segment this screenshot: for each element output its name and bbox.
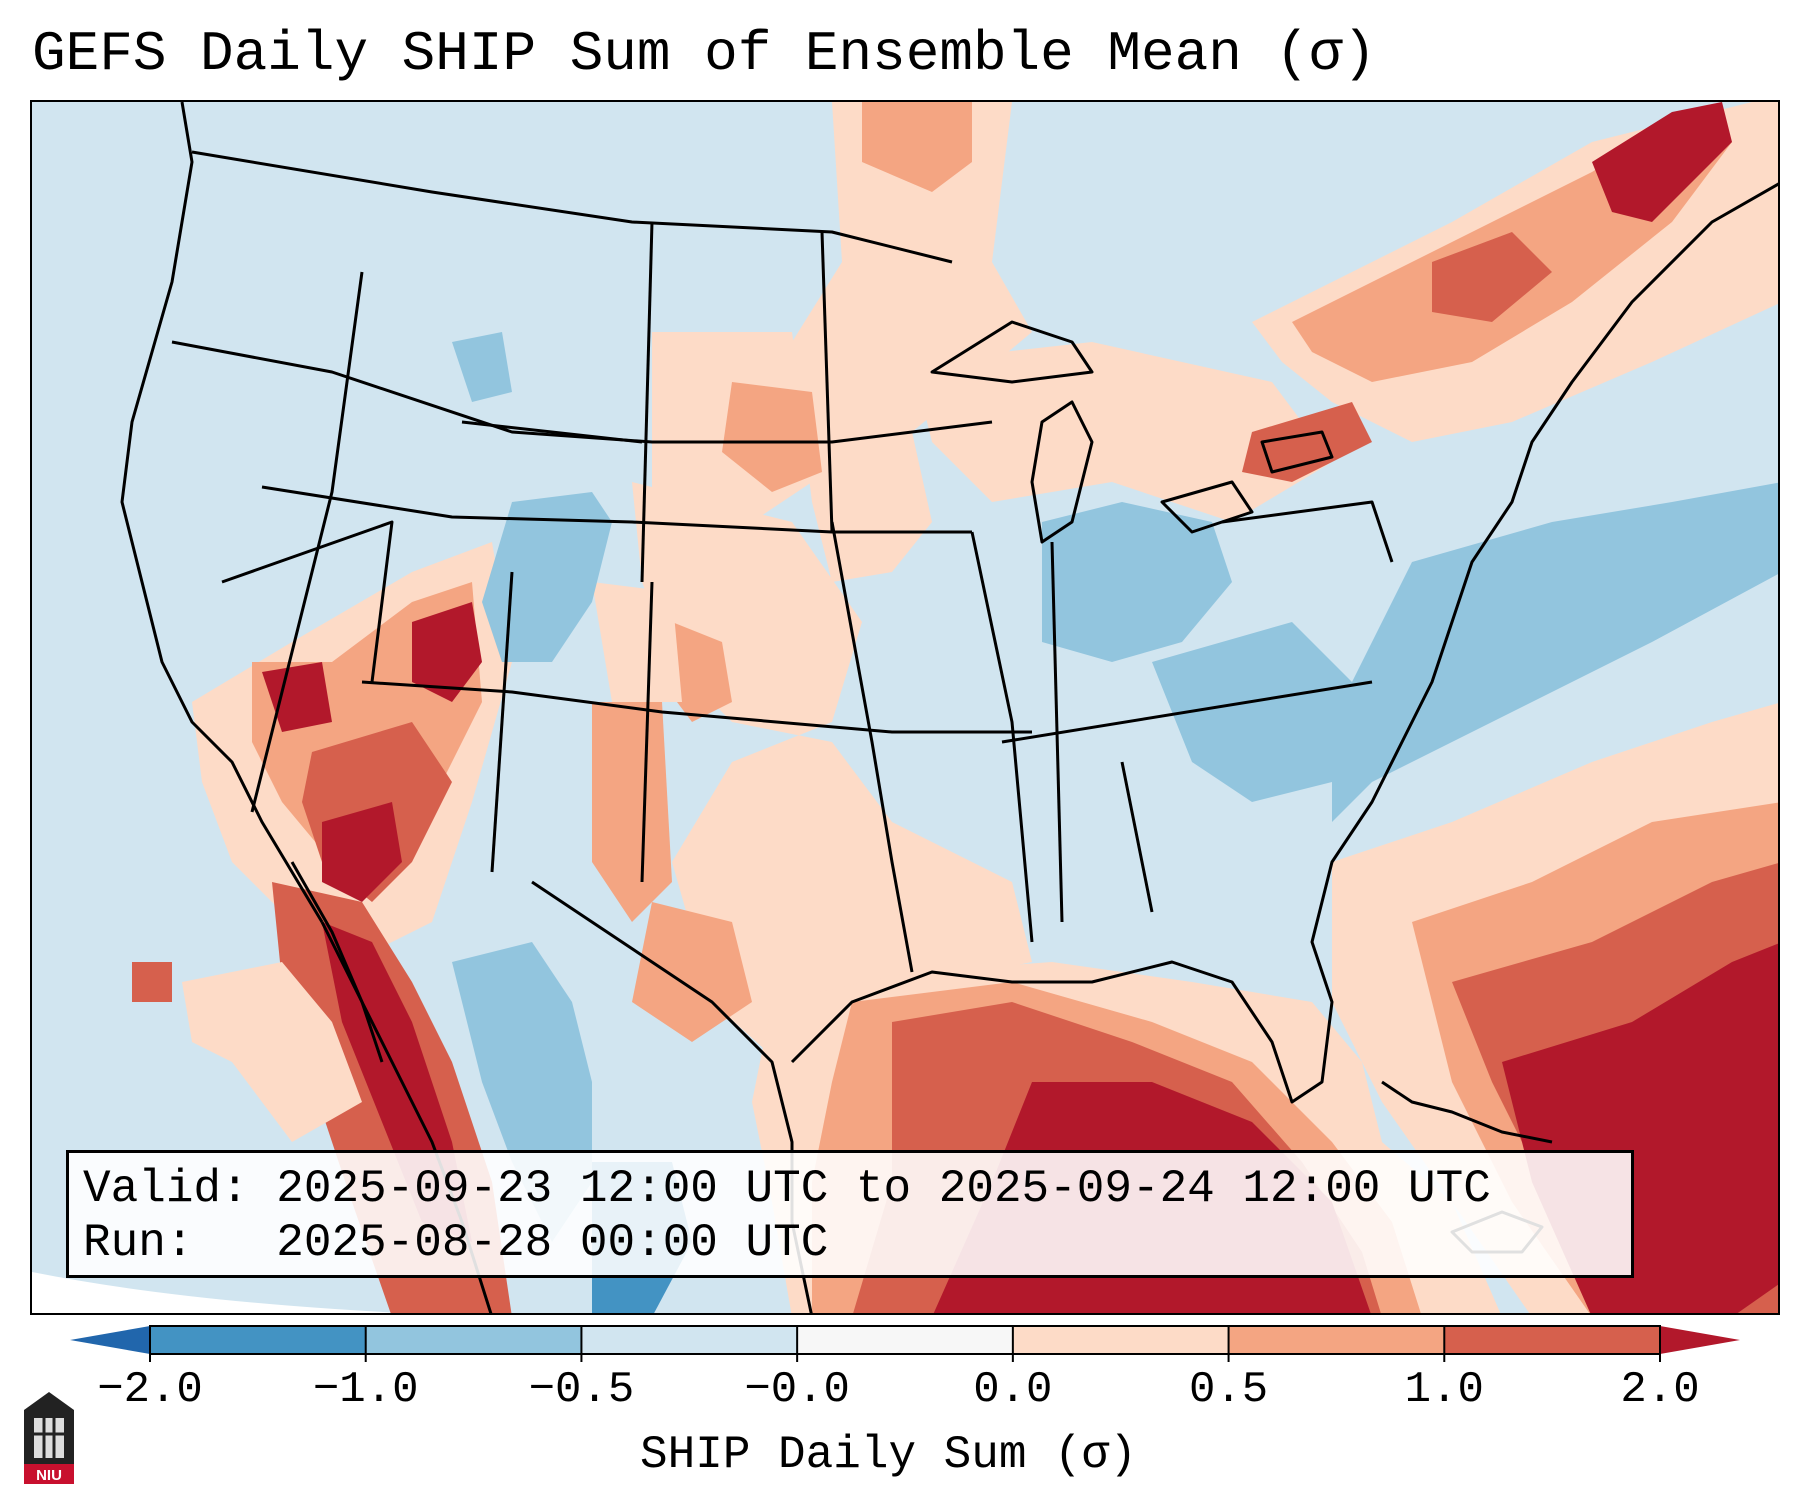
mississippi-line [830, 521, 914, 973]
anomaly-carolinas [1152, 622, 1352, 802]
colorbar-extend-high [1660, 1326, 1740, 1354]
anomaly-ohio-valley [1042, 502, 1232, 662]
colorbar-segment [1444, 1326, 1661, 1354]
southern-state-line [361, 680, 1032, 734]
dakota-line [820, 231, 834, 533]
ga-line [1120, 761, 1154, 913]
nevada-line [221, 520, 394, 683]
lake-erie [1160, 480, 1254, 534]
niu-logo: NIU [24, 1392, 74, 1484]
colorbar-tick-label: 0.5 [1188, 1365, 1269, 1415]
colorbar-label: SHIP Daily Sum (σ) [640, 1429, 1137, 1481]
anomaly-northern-plains [792, 102, 1032, 582]
anomaly-new-mexico-east [592, 702, 672, 922]
ms-al-line [970, 531, 1034, 943]
colorbar-tick-label: 0.0 [973, 1365, 1053, 1415]
anomaly-wyoming [452, 332, 512, 402]
cuba [1381, 1080, 1553, 1144]
colorbar-tick-label: 1.0 [1404, 1365, 1484, 1415]
central-state-line [261, 485, 972, 534]
colorbar-segments [150, 1326, 1661, 1354]
colorbar-segment [1012, 1326, 1230, 1354]
anomaly-pacific-cell [132, 962, 172, 1002]
tn-nc-line [1001, 680, 1373, 744]
idaho-oregon-line [250, 271, 364, 813]
colorbar-segment [797, 1326, 1014, 1354]
anomaly-great-lakes [912, 342, 1332, 522]
logo-tower [34, 1418, 64, 1458]
lake-superior [930, 320, 1094, 384]
lake-michigan [1030, 400, 1094, 544]
colorbar-tick-label: −0.5 [528, 1365, 635, 1415]
logo-banner [24, 1464, 74, 1484]
pacific-coastline [120, 102, 324, 923]
coastline-and-borders [120, 102, 1778, 1313]
anomaly-south-dakota [722, 382, 822, 492]
anomaly-north-canada [862, 102, 972, 192]
anomaly-st-lawrence [1592, 102, 1732, 222]
az-nm-line [490, 571, 514, 873]
run-time-text: Run: 2025-08-28 00:00 UTC [83, 1217, 829, 1269]
colorbar-extend-low [70, 1326, 150, 1354]
canada-border [191, 150, 953, 264]
gulf-atlantic-coastline [790, 182, 1778, 1104]
anomaly-quebec-core [1432, 232, 1552, 322]
colorbar-tick-label: −2.0 [97, 1365, 203, 1415]
northern-state-line [171, 340, 993, 444]
anomaly-lake-ontario [1242, 402, 1372, 482]
colorbar-segment [150, 1326, 367, 1354]
map-title: GEFS Daily SHIP Sum of Ensemble Mean (σ) [32, 22, 1377, 86]
nm-tx-line [640, 581, 654, 883]
anomaly-atlantic-negative [1332, 482, 1778, 822]
colorbar-segment [365, 1326, 582, 1354]
logo-text: NIU [36, 1467, 62, 1484]
colorbar-segment [581, 1326, 798, 1354]
pa-line [1221, 500, 1394, 563]
anomaly-west-texas [632, 902, 752, 1042]
baja-coastline [290, 861, 384, 1063]
validity-info-box: Valid: 2025-09-23 12:00 UTC to 2025-09-2… [66, 1150, 1634, 1278]
map-canvas [32, 102, 1778, 1313]
wyoming-north [461, 420, 643, 444]
colorbar-tick-label: −0.0 [744, 1365, 850, 1415]
anomaly-colorado-east [592, 582, 682, 702]
colorbar-tick-label: 2.0 [1620, 1365, 1700, 1415]
colorbar-ticks [149, 1326, 1661, 1362]
anomaly-utah-core [412, 602, 482, 702]
lake-ontario [1260, 430, 1334, 474]
domain-edge-southwest [32, 1272, 403, 1313]
anomaly-baja [182, 962, 362, 1142]
valid-time-text: Valid: 2025-09-23 12:00 UTC to 2025-09-2… [83, 1163, 1491, 1215]
anomaly-arizona-core [322, 802, 402, 902]
anomaly-colorado-west [482, 492, 612, 662]
colorbar [70, 1325, 1740, 1362]
map-panel [30, 100, 1780, 1315]
anomaly-southern-nevada [262, 662, 332, 732]
wy-line [640, 221, 654, 583]
colorbar-tick-label: −1.0 [312, 1365, 419, 1415]
colorbar-segment [1228, 1326, 1445, 1354]
